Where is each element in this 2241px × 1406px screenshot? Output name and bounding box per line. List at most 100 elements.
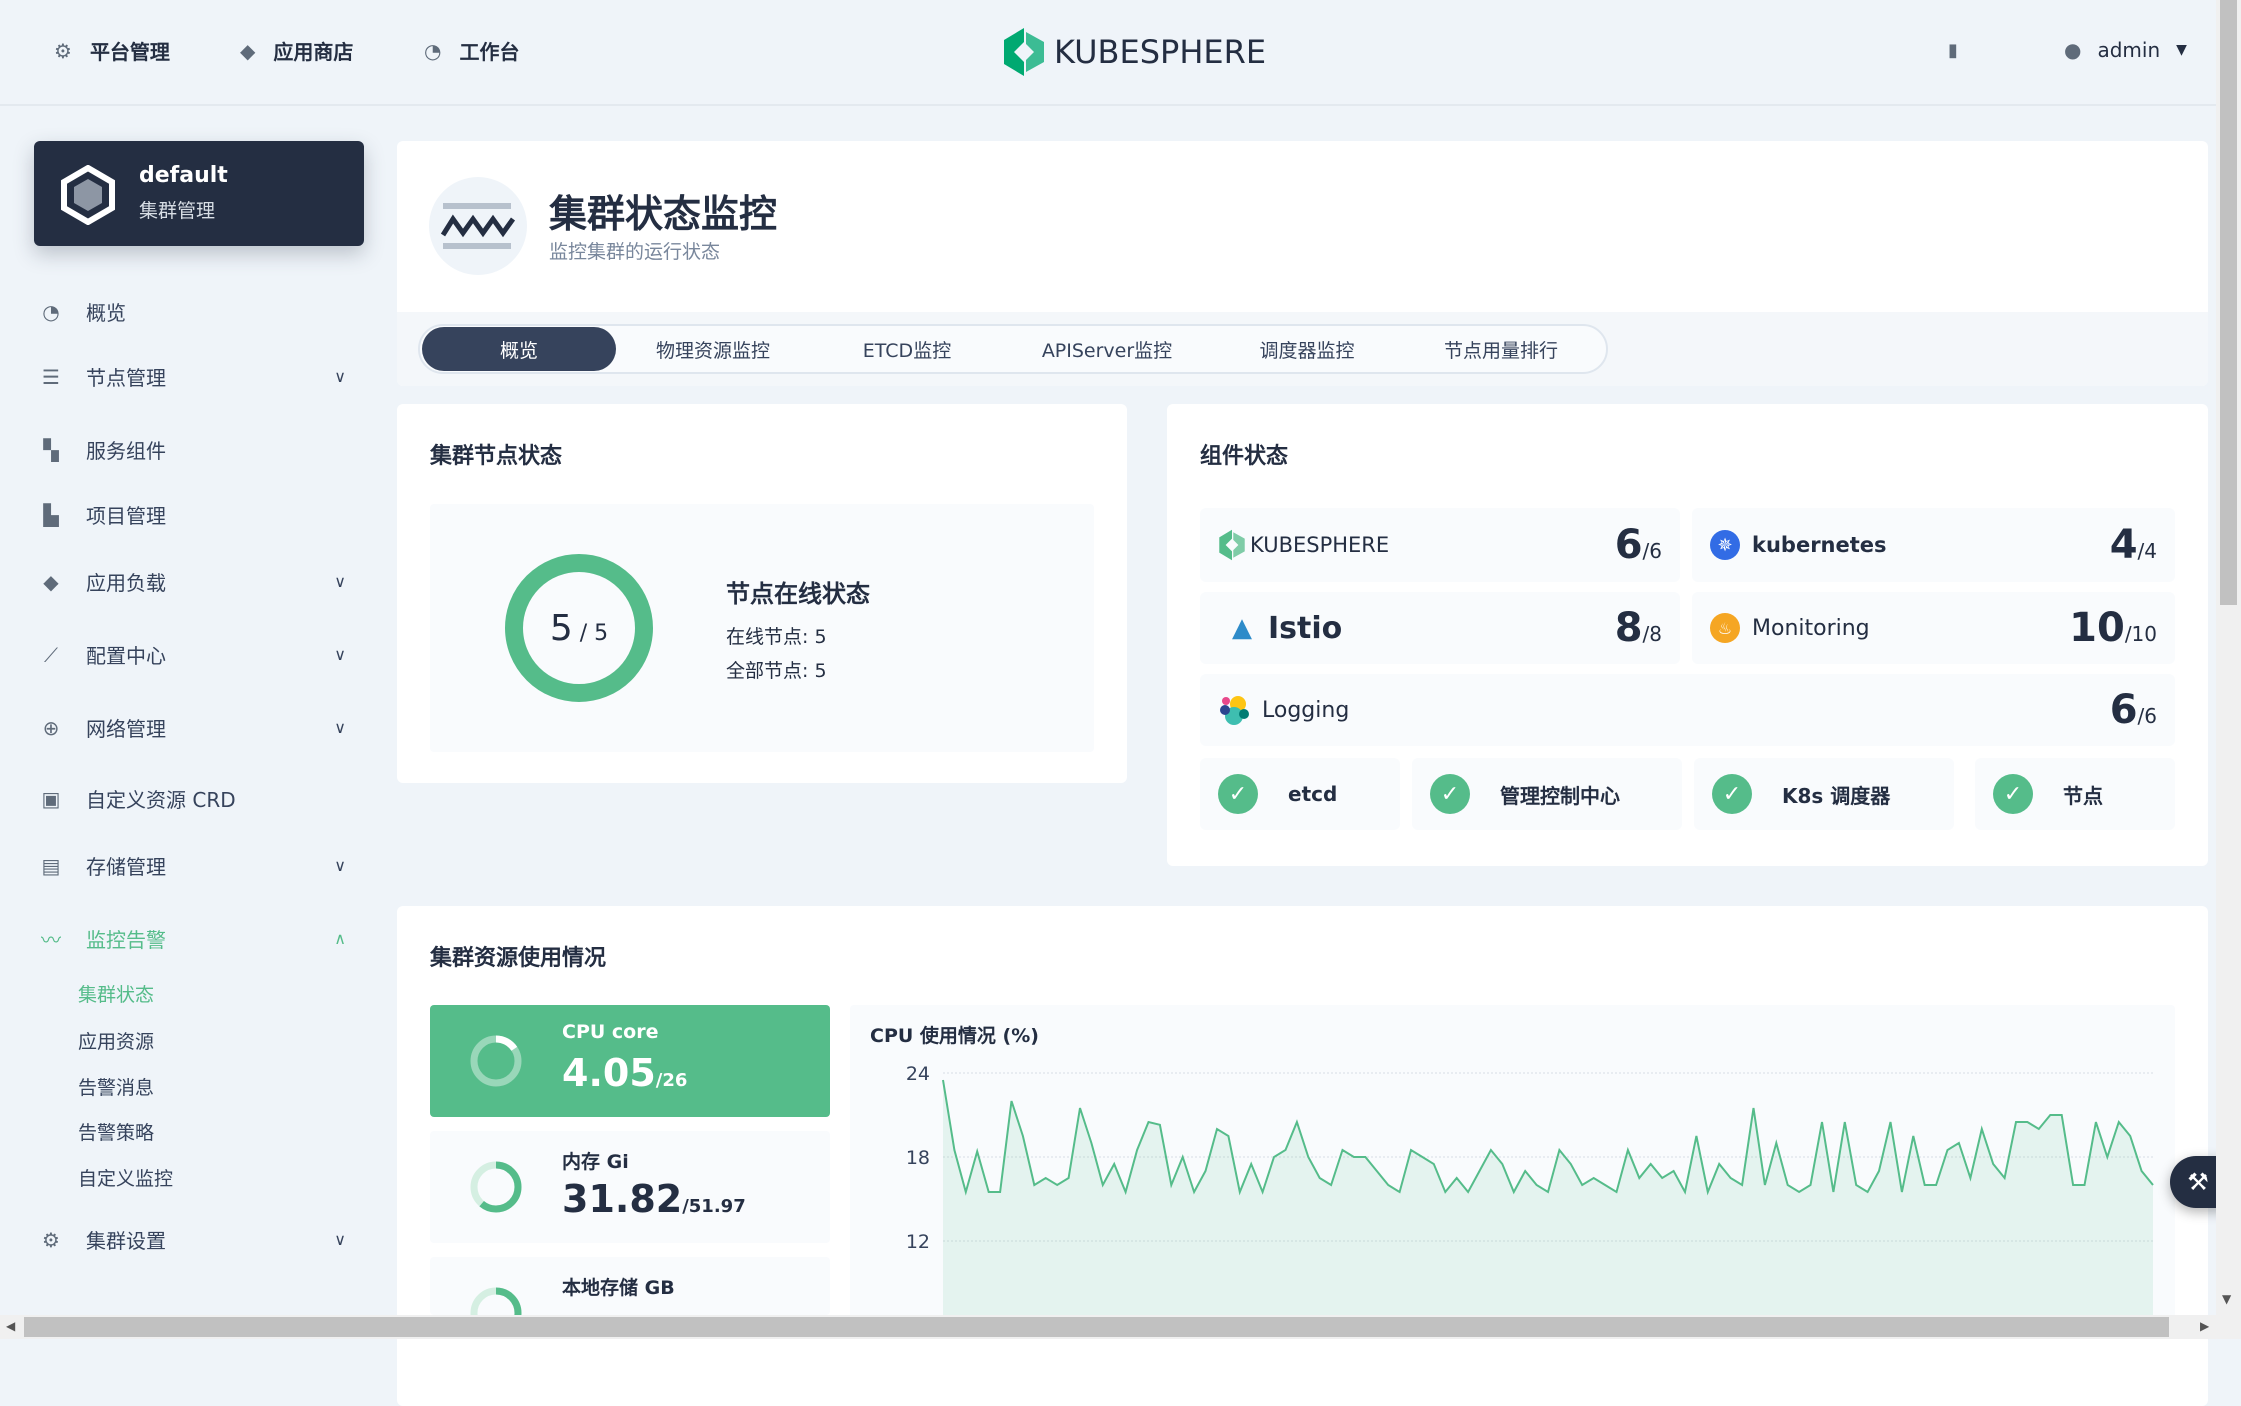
server-icon: ☰ — [42, 364, 60, 389]
tab-2[interactable]: ETCD监控 — [862, 339, 952, 362]
resource-item-1[interactable]: 内存 Gi 31.82/51.97 — [430, 1131, 830, 1243]
project-icon: ▙ — [43, 502, 59, 527]
network-icon: ⊕ — [42, 715, 60, 740]
hammer-icon: ⚒ — [2187, 1168, 2209, 1196]
horizontal-scroll-thumb[interactable] — [24, 1317, 2169, 1337]
scroll-right-arrow[interactable]: ▶ — [2200, 1319, 2210, 1333]
sidebar-item-9[interactable]: 〰监控告警 ∧ — [38, 924, 358, 953]
chevron-up-icon: ∧ — [334, 929, 346, 948]
caret-down-icon: ▼ — [2176, 42, 2187, 58]
node-status-card: 集群节点状态 5 / 5 节点在线状态 在线节点: 5 全部节点: 5 — [397, 404, 1127, 783]
sidebar-sub-item-4[interactable]: 自定义监控 — [78, 1168, 174, 1190]
prometheus-icon: ♨ — [1710, 613, 1740, 643]
cluster-icon — [61, 165, 115, 225]
component-status-card: 组件状态 KUBESPHERE 6/6 ✵ kubernetes 4/4 ▲ I… — [1167, 404, 2208, 866]
tab-0[interactable]: 概览 — [422, 327, 616, 371]
cpu-area — [943, 1080, 2153, 1335]
usage-ring — [470, 1035, 522, 1087]
check-icon: ✓ — [1712, 774, 1752, 814]
chevron-down-icon: ∨ — [334, 1230, 346, 1249]
kubernetes-icon: ✵ — [1710, 530, 1740, 560]
sidebar-item-8[interactable]: ▤ 存储管理 ∨ — [38, 851, 358, 880]
storage-icon: ▤ — [41, 853, 61, 878]
sidebar-item-2[interactable]: ▚ 服务组件 — [38, 435, 358, 464]
kubesphere-logo-icon — [1004, 28, 1044, 76]
nav-workbench[interactable]: ◔ 工作台 — [424, 38, 520, 65]
usage-ring — [470, 1287, 522, 1315]
sidebar-item-1[interactable]: ☰ 节点管理 ∨ — [38, 362, 358, 391]
layers-icon: ◆ — [240, 38, 256, 63]
sidebar-sub-item-2[interactable]: 告警消息 — [78, 1077, 155, 1099]
istio-icon: ▲ — [1232, 613, 1252, 643]
component-monitoring[interactable]: ♨ Monitoring 10/10 — [1692, 592, 2175, 664]
scroll-left-arrow[interactable]: ◀ — [6, 1319, 16, 1333]
y-tick-label: 12 — [906, 1231, 930, 1253]
chevron-down-icon: ∨ — [334, 856, 346, 875]
sidebar-item-3[interactable]: ▙ 项目管理 — [38, 500, 358, 529]
component-logging[interactable]: Logging 6/6 — [1200, 674, 2175, 746]
user-menu[interactable]: ● admin ▼ — [2064, 38, 2187, 62]
workload-icon: ◆ — [43, 569, 59, 594]
health-check-item[interactable]: ✓ 管理控制中心 — [1412, 758, 1682, 830]
chevron-down-icon: ∨ — [334, 572, 346, 591]
kubesphere-icon — [1219, 529, 1245, 561]
sidebar-sub-item-1[interactable]: 应用资源 — [78, 1031, 155, 1053]
health-check-item[interactable]: ✓ K8s 调度器 — [1694, 758, 1954, 830]
config-icon: ⟋ — [44, 642, 58, 667]
tab-3[interactable]: APIServer监控 — [1041, 339, 1173, 362]
y-tick-label: 24 — [906, 1063, 930, 1085]
crd-icon: ▣ — [41, 786, 61, 811]
nav-platform[interactable]: ⚙ 平台管理 — [54, 38, 170, 65]
gear-icon: ⚙ — [54, 38, 72, 63]
dashboard-icon: ◔ — [42, 299, 60, 324]
tab-bar: 概览 物理资源监控 ETCD监控 APIServer监控 调度器监控 节点用量排行 — [418, 324, 1608, 374]
y-tick-label: 18 — [906, 1147, 930, 1169]
cluster-selector[interactable]: default 集群管理 — [34, 141, 364, 246]
chevron-down-icon: ∨ — [334, 367, 346, 386]
sidebar-item-5[interactable]: ⟋ 配置中心 ∨ — [38, 640, 358, 669]
sidebar-item-7[interactable]: ▣ 自定义资源 CRD — [38, 784, 358, 813]
sidebar-item-4[interactable]: ◆ 应用负载 ∨ — [38, 567, 358, 596]
check-icon: ✓ — [1430, 774, 1470, 814]
horizontal-scrollbar[interactable]: ◀ ▶ — [0, 1315, 2241, 1339]
sidebar-item-6[interactable]: ⊕ 网络管理 ∨ — [38, 713, 358, 742]
health-check-item[interactable]: ✓ etcd — [1200, 758, 1400, 830]
resource-item-0[interactable]: CPU core 4.05/26 — [430, 1005, 830, 1117]
cpu-line — [942, 1079, 2154, 1196]
nav-app-store[interactable]: ◆ 应用商店 — [240, 38, 354, 65]
health-check-item[interactable]: ✓ 节点 — [1975, 758, 2175, 830]
tab-4[interactable]: 调度器监控 — [1259, 339, 1355, 362]
sidebar-sub-item-0[interactable]: 集群状态 — [78, 984, 155, 1006]
scroll-down-arrow[interactable]: ▼ — [2222, 1292, 2232, 1306]
resource-item-2[interactable]: 本地存储 GB — [430, 1257, 830, 1315]
vertical-scroll-thumb[interactable] — [2220, 0, 2237, 605]
component-istio[interactable]: ▲ Istio 8/8 — [1200, 592, 1680, 664]
sidebar-sub-item-3[interactable]: 告警策略 — [78, 1122, 155, 1144]
chart-title: CPU 使用情况 (%) — [870, 1025, 1039, 1047]
vertical-scrollbar[interactable]: ▼ — [2216, 0, 2241, 1315]
logging-icon — [1220, 696, 1249, 725]
usage-ring — [470, 1161, 522, 1213]
node-status-ring — [505, 554, 653, 702]
page-subtitle: 监控集群的运行状态 — [549, 241, 721, 263]
components-icon: ▚ — [43, 437, 59, 462]
component-kubernetes[interactable]: ✵ kubernetes 4/4 — [1692, 508, 2175, 582]
check-icon: ✓ — [1993, 774, 2033, 814]
kubesphere-logo[interactable]: KUBESPHERE — [1002, 28, 1266, 76]
page-title: 集群状态监控 — [549, 192, 778, 236]
gear-icon: ⚙ — [42, 1227, 60, 1252]
sidebar-item-cluster-settings[interactable]: ⚙ 集群设置 ∨ — [38, 1225, 358, 1254]
node-count: 5 / 5 — [549, 608, 609, 649]
chevron-down-icon: ∨ — [334, 718, 346, 737]
check-icon: ✓ — [1218, 774, 1258, 814]
dashboard-icon: ◔ — [424, 38, 442, 63]
book-icon[interactable]: ▮ — [1948, 40, 1958, 61]
tab-5[interactable]: 节点用量排行 — [1443, 339, 1558, 362]
cpu-chart-svg: 24 18 12 — [906, 1063, 2154, 1335]
monitor-icon: 〰 — [41, 928, 61, 952]
tab-1[interactable]: 物理资源监控 — [655, 339, 770, 362]
sidebar-item-0[interactable]: ◔ 概览 — [38, 297, 358, 326]
cpu-chart: CPU 使用情况 (%) 24 18 12 — [850, 1005, 2175, 1335]
component-kubesphere[interactable]: KUBESPHERE 6/6 — [1200, 508, 1680, 582]
monitor-wave-icon — [429, 177, 527, 275]
